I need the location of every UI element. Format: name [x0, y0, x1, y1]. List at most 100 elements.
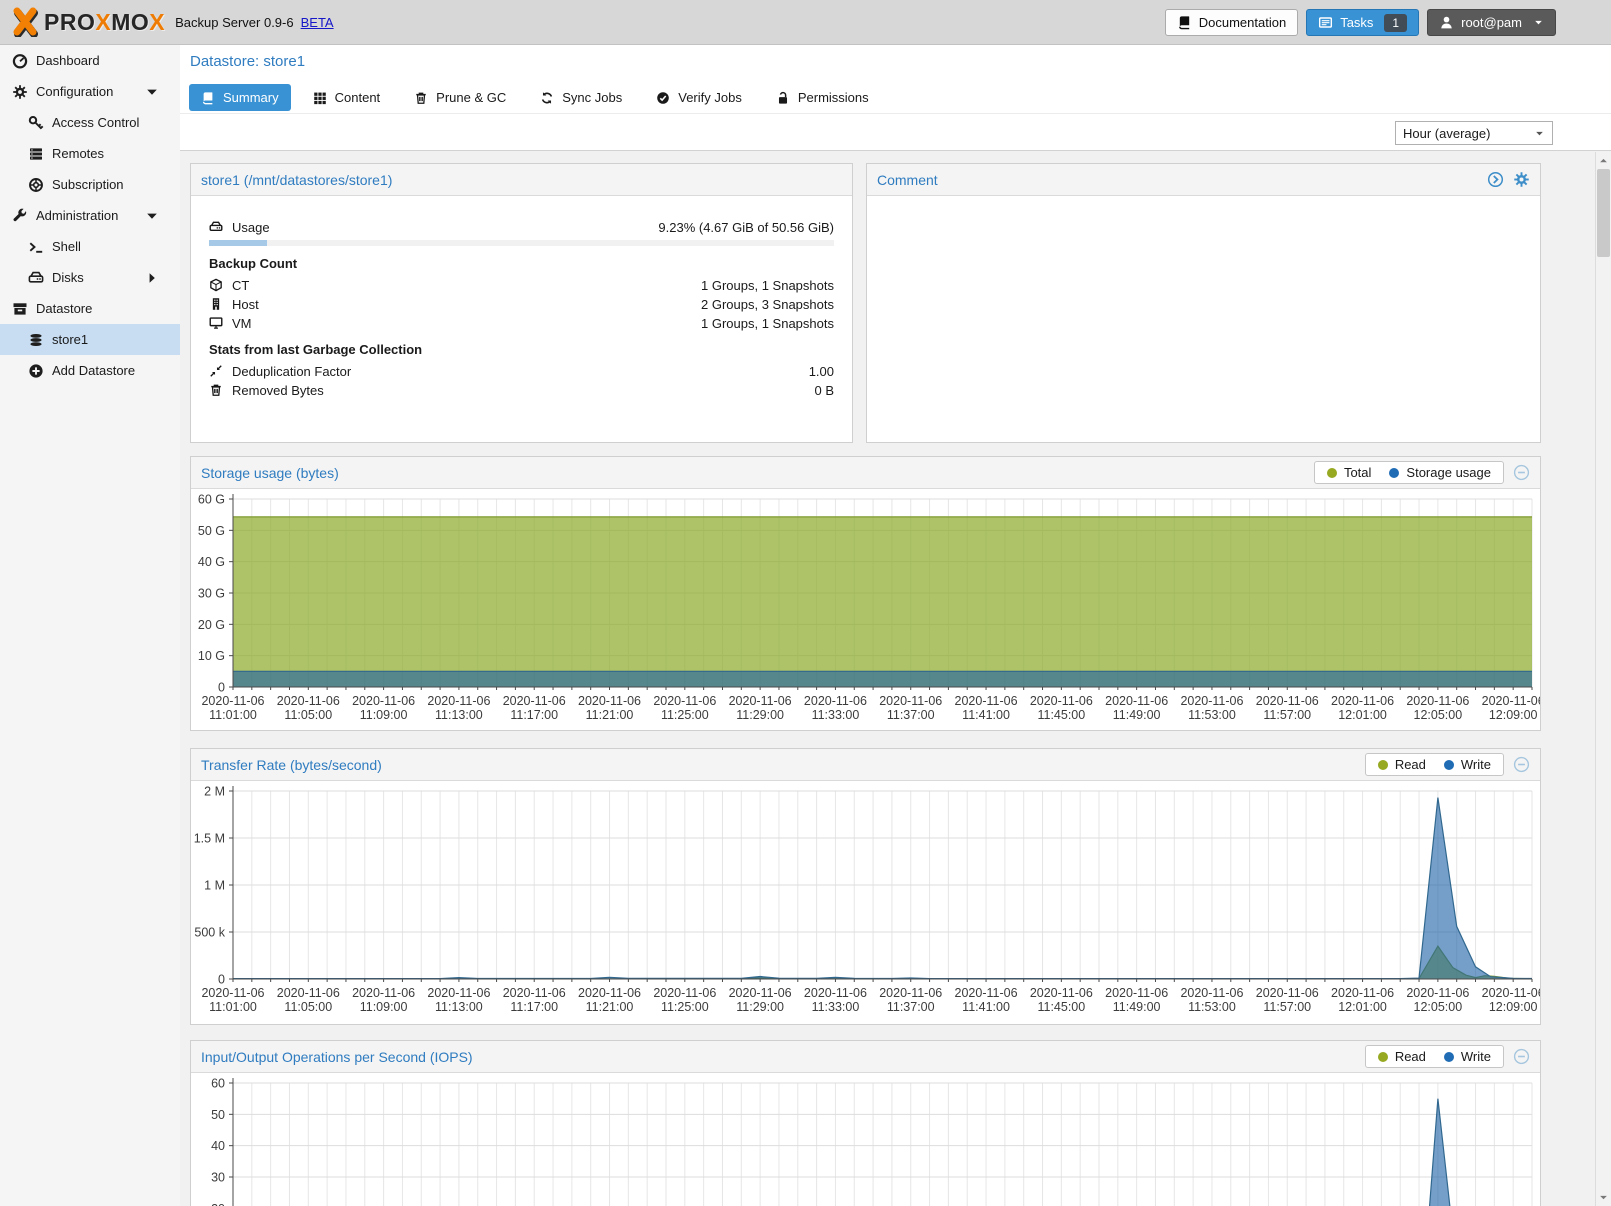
svg-text:50 G: 50 G [198, 524, 225, 538]
svg-text:2020-11-06: 2020-11-06 [1256, 694, 1319, 708]
legend-dot-icon [1389, 467, 1400, 478]
svg-text:2020-11-06: 2020-11-06 [427, 694, 490, 708]
iops-chart: 01020304050602020-11-0611:01:002020-11-0… [211, 1077, 1533, 1206]
legend-label: Total [1343, 465, 1372, 480]
sidebar-item-datastore[interactable]: Datastore [0, 293, 180, 324]
sidebar-item-add-datastore[interactable]: Add Datastore [0, 355, 180, 386]
scroll-up-arrow-icon[interactable] [1596, 153, 1611, 168]
sidebar-item-access-control[interactable]: Access Control [0, 107, 180, 138]
svg-text:2020-11-06: 2020-11-06 [1180, 694, 1243, 708]
chevron-down-icon [1533, 17, 1544, 28]
legend-item[interactable]: Write [1443, 1049, 1491, 1064]
tab-summary[interactable]: Summary [189, 84, 291, 111]
svg-text:11:53:00: 11:53:00 [1188, 1000, 1236, 1014]
chart-legend: Read Write [1364, 753, 1504, 776]
app-header: PROXMOX Backup Server 0.9-6 BETA Documen… [0, 0, 1611, 45]
svg-text:50: 50 [211, 1108, 225, 1122]
svg-text:2020-11-06: 2020-11-06 [277, 694, 340, 708]
tab-verify-jobs[interactable]: Verify Jobs [644, 84, 754, 111]
collapse-chart-icon[interactable] [1513, 756, 1530, 773]
legend-item[interactable]: Storage usage [1389, 465, 1491, 480]
svg-text:2020-11-06: 2020-11-06 [352, 694, 415, 708]
sidebar-item-dashboard[interactable]: Dashboard [0, 45, 180, 76]
collapse-chart-icon[interactable] [1513, 1048, 1530, 1065]
svg-text:12:09:00: 12:09:00 [1489, 708, 1538, 722]
chart-legend: Total Storage usage [1313, 461, 1504, 484]
svg-text:11:45:00: 11:45:00 [1037, 708, 1085, 722]
sidebar-item-shell[interactable]: Shell [0, 231, 180, 262]
cube-icon [209, 278, 223, 292]
database-icon [28, 332, 44, 348]
collapse-chart-icon[interactable] [1513, 464, 1530, 481]
legend-item[interactable]: Read [1377, 1049, 1426, 1064]
sidebar-item-remotes[interactable]: Remotes [0, 138, 180, 169]
gear-icon[interactable] [1513, 171, 1530, 188]
tab-permissions[interactable]: Permissions [764, 84, 881, 111]
scroll-down-arrow-icon[interactable] [1596, 1190, 1611, 1205]
tab-prune-gc[interactable]: Prune & GC [402, 84, 518, 111]
legend-item[interactable]: Write [1443, 757, 1491, 772]
svg-text:2020-11-06: 2020-11-06 [879, 694, 942, 708]
sync-icon [540, 91, 554, 105]
sidebar-item-disks[interactable]: Disks [0, 262, 180, 293]
user-menu-button[interactable]: root@pam [1427, 9, 1556, 36]
svg-text:30 G: 30 G [198, 587, 225, 601]
chevron-circle-right-icon[interactable] [1487, 171, 1504, 188]
svg-text:11:41:00: 11:41:00 [962, 1000, 1010, 1014]
chart-title: Storage usage (bytes) [201, 464, 339, 481]
chevron-down-icon[interactable] [144, 208, 160, 224]
tab-sync-jobs[interactable]: Sync Jobs [528, 84, 634, 111]
svg-text:12:01:00: 12:01:00 [1338, 1000, 1387, 1014]
time-range-select[interactable]: Hour (average) [1395, 121, 1553, 145]
legend-item[interactable]: Total [1326, 465, 1372, 480]
gc-stats-title: Stats from last Garbage Collection [209, 342, 423, 357]
svg-text:11:57:00: 11:57:00 [1263, 1000, 1311, 1014]
svg-text:2020-11-06: 2020-11-06 [804, 986, 867, 1000]
scrollbar-thumb[interactable] [1597, 169, 1610, 257]
svg-text:2020-11-06: 2020-11-06 [955, 694, 1018, 708]
documentation-button[interactable]: Documentation [1164, 9, 1299, 36]
svg-text:11:01:00: 11:01:00 [209, 1000, 257, 1014]
plus-circle-icon [28, 363, 44, 379]
svg-text:30: 30 [211, 1171, 225, 1185]
svg-text:11:17:00: 11:17:00 [510, 708, 558, 722]
sidebar-item-administration[interactable]: Administration [0, 200, 180, 231]
svg-text:40 G: 40 G [198, 555, 225, 569]
task-list-icon [1318, 15, 1333, 30]
svg-text:0: 0 [218, 681, 225, 695]
chevron-right-icon[interactable] [144, 270, 160, 286]
tab-content[interactable]: Content [301, 84, 393, 111]
svg-text:1.5 M: 1.5 M [194, 832, 225, 846]
svg-text:2020-11-06: 2020-11-06 [1256, 986, 1319, 1000]
svg-text:11:57:00: 11:57:00 [1263, 708, 1311, 722]
svg-text:2 M: 2 M [204, 785, 225, 799]
svg-text:11:41:00: 11:41:00 [962, 708, 1010, 722]
gears-icon [12, 84, 28, 100]
sidebar-item-configuration[interactable]: Configuration [0, 76, 180, 107]
building-icon [209, 297, 223, 311]
legend-item[interactable]: Read [1377, 757, 1426, 772]
svg-text:60: 60 [211, 1077, 225, 1091]
chart-title: Transfer Rate (bytes/second) [201, 756, 382, 773]
svg-text:500 k: 500 k [194, 926, 225, 940]
book-icon [201, 91, 215, 105]
sidebar-item-subscription[interactable]: Subscription [0, 169, 180, 200]
svg-text:11:25:00: 11:25:00 [661, 1000, 709, 1014]
svg-text:2020-11-06: 2020-11-06 [729, 986, 792, 1000]
svg-text:11:33:00: 11:33:00 [812, 708, 860, 722]
storage-usage-panel: Storage usage (bytes) Total Storage usage… [190, 456, 1541, 731]
sidebar-item-store1[interactable]: store1 [0, 324, 180, 355]
legend-dot-icon [1377, 759, 1388, 770]
page-header: Datastore: store1 Summary Content Prune … [180, 45, 1611, 151]
vertical-scrollbar[interactable] [1595, 152, 1611, 1206]
brand-text: PROXMOX [44, 8, 166, 35]
trash-icon [209, 383, 223, 397]
chevron-down-icon[interactable] [144, 84, 160, 100]
svg-text:60 G: 60 G [198, 493, 225, 507]
svg-text:11:49:00: 11:49:00 [1113, 1000, 1161, 1014]
tasks-button[interactable]: Tasks 1 [1306, 9, 1420, 36]
beta-link[interactable]: BETA [300, 14, 334, 30]
svg-text:2020-11-06: 2020-11-06 [1180, 986, 1243, 1000]
tab-bar: Summary Content Prune & GC Sync Jobs Ver… [180, 84, 1611, 113]
